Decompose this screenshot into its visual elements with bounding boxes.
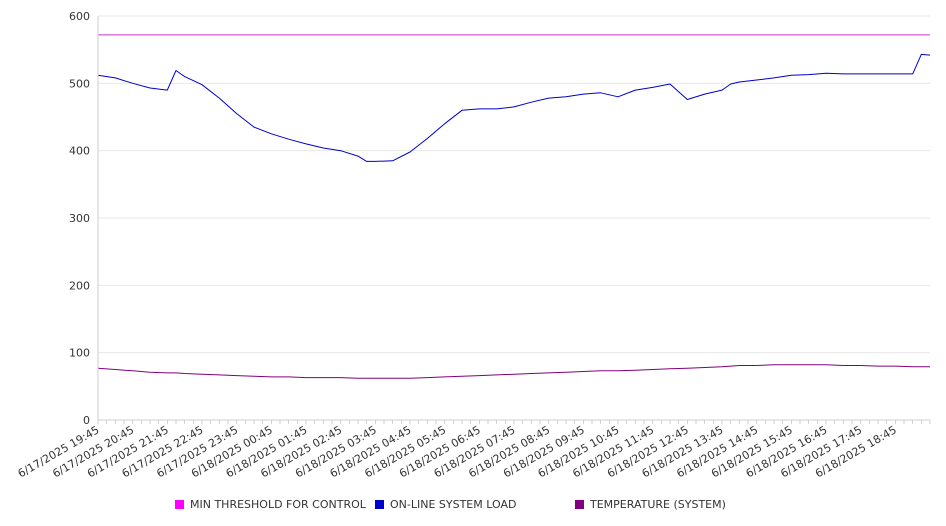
- series-lines: [97, 34, 931, 379]
- legend-label-system-load: ON-LINE SYSTEM LOAD: [390, 498, 517, 511]
- legend: MIN THRESHOLD FOR CONTROL ON-LINE SYSTEM…: [0, 498, 946, 516]
- y-tick-label: 400: [69, 145, 90, 158]
- y-tick-label: 100: [69, 347, 90, 360]
- legend-swatch-min-threshold: [175, 500, 184, 509]
- series-line-on-line-system-load: [97, 53, 931, 162]
- y-tick-label: 300: [69, 212, 90, 225]
- legend-swatch-temperature: [575, 500, 584, 509]
- y-tick-label: 500: [69, 77, 90, 90]
- y-tick-label: 600: [69, 10, 90, 23]
- x-axis-ticks: 6/17/2025 19:456/17/2025 20:456/17/2025 …: [16, 420, 931, 480]
- y-tick-label: 0: [83, 414, 90, 427]
- legend-label-min-threshold: MIN THRESHOLD FOR CONTROL: [190, 498, 366, 511]
- y-axis-ticks: 0 100 200 300 400 500 600: [69, 10, 90, 427]
- legend-swatch-system-load: [375, 500, 384, 509]
- grid-lines: [98, 15, 930, 354]
- legend-label-temperature: TEMPERATURE (SYSTEM): [590, 498, 726, 511]
- series-line-temperature-system: [97, 364, 930, 379]
- legend-item-min-threshold[interactable]: MIN THRESHOLD FOR CONTROL: [175, 498, 366, 511]
- y-tick-label: 200: [69, 279, 90, 292]
- legend-item-system-load[interactable]: ON-LINE SYSTEM LOAD: [375, 498, 516, 511]
- legend-item-temperature[interactable]: TEMPERATURE (SYSTEM): [575, 498, 726, 511]
